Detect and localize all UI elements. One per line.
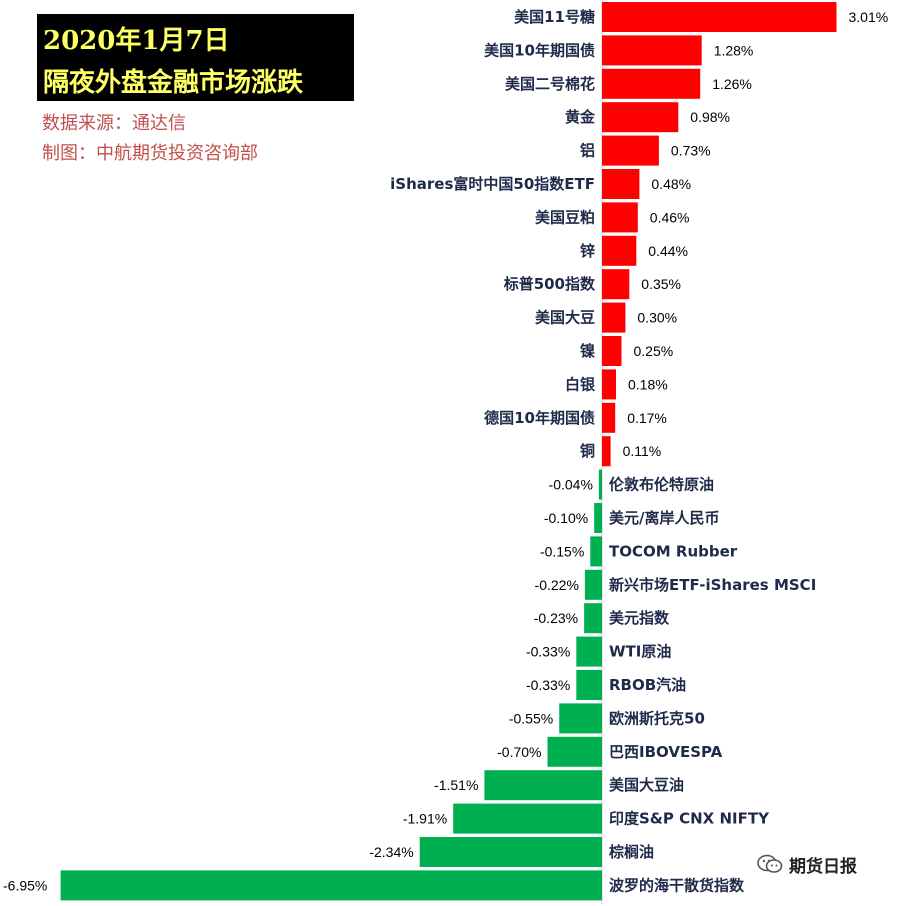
bar-7 <box>602 235 637 266</box>
category-label-1: 美国10年期国债 <box>484 41 595 59</box>
bar-23 <box>484 770 602 801</box>
category-label-11: 白银 <box>565 375 596 393</box>
bar-2 <box>602 68 701 99</box>
category-label-5: iShares富时中国50指数ETF <box>390 175 595 193</box>
bar-20 <box>576 670 602 700</box>
category-label-0: 美国11号糖 <box>514 8 595 26</box>
bar-24 <box>453 803 602 834</box>
category-label-12: 德国10年期国债 <box>484 409 595 427</box>
bar-5 <box>602 169 640 199</box>
category-label-24: 印度S&P CNX NIFTY <box>609 810 770 828</box>
value-label-17: -0.22% <box>535 577 579 593</box>
category-label-23: 美国大豆油 <box>609 776 684 794</box>
value-label-21: -0.55% <box>509 710 553 726</box>
wechat-icon <box>757 854 783 874</box>
watermark-text: 期货日报 <box>789 856 857 877</box>
bar-26 <box>60 870 603 901</box>
data-source-note: 数据来源：通达信 <box>42 113 186 134</box>
chart-date: 2020年1月7日 <box>43 26 230 56</box>
value-label-15: -0.10% <box>544 510 588 526</box>
bar-25 <box>419 837 602 867</box>
value-label-11: 0.18% <box>628 376 668 392</box>
value-label-24: -1.91% <box>403 811 447 827</box>
value-label-6: 0.46% <box>650 209 690 225</box>
value-label-16: -0.15% <box>540 543 584 559</box>
bar-8 <box>602 269 630 300</box>
bar-18 <box>584 603 602 634</box>
value-label-8: 0.35% <box>641 276 681 292</box>
value-label-18: -0.23% <box>534 610 578 626</box>
value-label-10: 0.25% <box>634 343 674 359</box>
category-label-4: 铝 <box>580 142 595 160</box>
bar-11 <box>602 369 616 400</box>
category-label-19: WTI原油 <box>609 643 671 661</box>
category-label-26: 波罗的海干散货指数 <box>609 876 745 894</box>
bar-19 <box>576 636 602 667</box>
bar-21 <box>559 703 602 734</box>
category-label-9: 美国大豆 <box>535 309 595 327</box>
category-label-18: 美元指数 <box>609 609 670 627</box>
value-label-23: -1.51% <box>434 777 478 793</box>
bar-0 <box>602 2 837 32</box>
category-label-22: 巴西IBOVESPA <box>609 743 723 761</box>
category-label-6: 美国豆粕 <box>535 208 595 226</box>
bar-22 <box>547 736 602 767</box>
bar-9 <box>602 302 626 333</box>
bar-4 <box>602 135 659 166</box>
value-label-4: 0.73% <box>671 143 711 159</box>
category-label-16: TOCOM Rubber <box>609 542 738 560</box>
value-label-19: -0.33% <box>526 644 570 660</box>
bar-3 <box>602 102 679 133</box>
value-label-20: -0.33% <box>526 677 570 693</box>
bar-13 <box>602 436 611 467</box>
category-label-7: 锌 <box>580 242 595 260</box>
category-label-21: 欧洲斯托克50 <box>609 709 705 727</box>
category-label-8: 标普500指数 <box>503 275 596 293</box>
value-label-22: -0.70% <box>497 744 541 760</box>
value-label-1: 1.28% <box>714 42 754 58</box>
bar-17 <box>584 569 602 600</box>
watermark: 期货日报 <box>757 852 857 877</box>
category-label-25: 棕榈油 <box>609 843 654 861</box>
value-label-14: -0.04% <box>549 477 593 493</box>
bar-1 <box>602 35 702 66</box>
bar-10 <box>602 336 622 366</box>
category-label-10: 镍 <box>580 342 595 360</box>
value-label-13: 0.11% <box>623 443 662 459</box>
chart-maker-note: 制图：中航期货投资咨询部 <box>42 143 258 164</box>
category-label-15: 美元/离岸人民币 <box>609 509 719 527</box>
title-box: 2020年1月7日 隔夜外盘金融市场涨跌 <box>37 14 354 101</box>
value-label-12: 0.17% <box>627 410 667 426</box>
bar-15 <box>594 503 602 533</box>
value-label-25: -2.34% <box>369 844 413 860</box>
category-label-2: 美国二号棉花 <box>505 75 595 93</box>
category-label-13: 铜 <box>580 442 595 460</box>
value-label-0: 3.01% <box>849 9 889 25</box>
value-label-3: 0.98% <box>690 109 730 125</box>
value-label-5: 0.48% <box>651 176 691 192</box>
bar-16 <box>590 536 602 567</box>
value-label-9: 0.30% <box>637 310 677 326</box>
chart-title: 隔夜外盘金融市场涨跌 <box>43 68 304 98</box>
value-label-7: 0.44% <box>648 243 688 259</box>
value-label-26: -6.95% <box>3 877 47 893</box>
value-label-2: 1.26% <box>712 76 752 92</box>
category-label-20: RBOB汽油 <box>609 676 686 694</box>
bar-14 <box>598 469 602 500</box>
category-label-14: 伦敦布伦特原油 <box>609 476 714 494</box>
category-label-17: 新兴市场ETF-iShares MSCI <box>609 576 816 594</box>
bar-12 <box>602 402 616 433</box>
bar-6 <box>602 202 638 233</box>
category-label-3: 黄金 <box>565 108 596 126</box>
